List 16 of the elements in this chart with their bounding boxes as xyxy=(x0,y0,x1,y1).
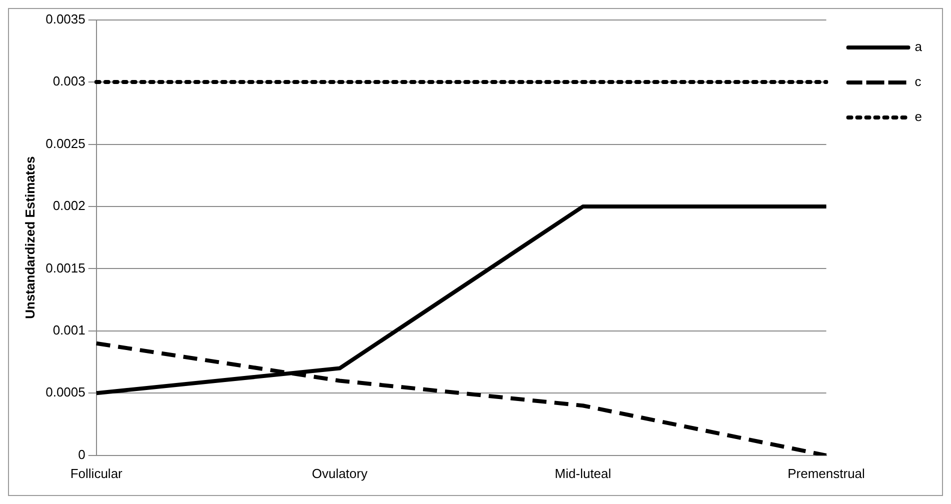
y-tick-label: 0.001 xyxy=(52,322,86,338)
legend-label: c xyxy=(914,74,922,90)
x-tick-label: Mid-luteal xyxy=(554,466,612,481)
x-tick-label: Premenstrual xyxy=(788,466,866,481)
y-tick-label: 0 xyxy=(78,446,86,462)
legend-label: a xyxy=(914,39,923,54)
legend-label: e xyxy=(914,109,922,124)
y-tick-label: 0.0015 xyxy=(46,260,86,276)
y-tick-label: 0.0035 xyxy=(46,11,86,26)
y-tick-label: 0.0025 xyxy=(46,136,86,151)
x-tick-label: Follicular xyxy=(70,466,124,481)
x-tick-label: Ovulatory xyxy=(312,466,368,481)
y-tick-label: 0.002 xyxy=(52,198,86,214)
y-tick-label: 0.003 xyxy=(52,74,86,89)
y-axis-title: Unstandardized Estimates xyxy=(22,156,38,319)
y-tick-label: 0.0005 xyxy=(46,384,86,400)
